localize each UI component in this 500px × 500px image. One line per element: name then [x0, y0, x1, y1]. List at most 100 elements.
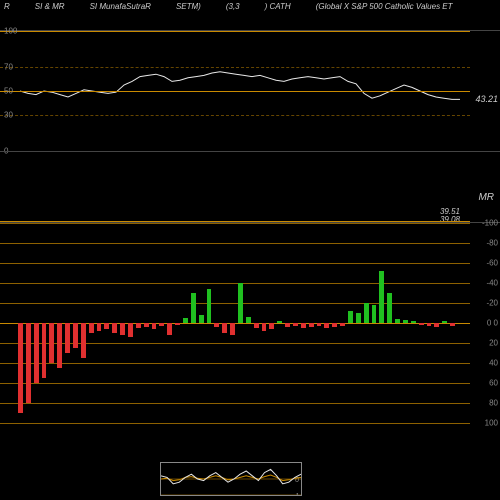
axis-label: 100 — [4, 27, 17, 36]
gridline — [0, 67, 470, 68]
gridline — [0, 323, 470, 324]
mr-label: MR — [478, 192, 494, 203]
momentum-bar — [167, 323, 172, 335]
momentum-bar — [442, 321, 447, 323]
momentum-bar — [34, 323, 39, 383]
gridline — [0, 363, 470, 364]
axis-label: -20 — [486, 299, 498, 308]
momentum-bar — [450, 323, 455, 326]
momentum-bar — [419, 323, 424, 325]
gridline — [0, 383, 470, 384]
momentum-bar — [372, 305, 377, 323]
momentum-bar — [254, 323, 259, 328]
gridline — [0, 91, 470, 92]
momentum-bar — [309, 323, 314, 327]
axis-label: 30 — [4, 111, 13, 120]
momentum-bar — [285, 323, 290, 327]
gridline — [0, 283, 470, 284]
hdr-4: (3,3 — [226, 2, 240, 18]
mini-series-1 — [161, 469, 301, 483]
momentum-bar — [144, 323, 149, 327]
hdr-3: SETM) — [176, 2, 201, 18]
gridline — [0, 423, 470, 424]
gridline — [0, 403, 470, 404]
momentum-bar — [356, 313, 361, 323]
axis-label: 40 — [489, 359, 498, 368]
axis-label: 80 — [489, 399, 498, 408]
gridline — [0, 263, 470, 264]
momentum-bar — [152, 323, 157, 329]
gridline — [0, 343, 470, 344]
axis-label: -60 — [486, 259, 498, 268]
momentum-bar — [301, 323, 306, 328]
momentum-bar — [434, 323, 439, 327]
momentum-bar — [238, 283, 243, 323]
momentum-bar — [222, 323, 227, 333]
momentum-bar — [364, 303, 369, 323]
axis-label: 20 — [489, 339, 498, 348]
momentum-bar — [42, 323, 47, 378]
momentum-bar — [175, 323, 180, 325]
momentum-bar — [65, 323, 70, 353]
hdr-2: SI MunafaSutraR — [90, 2, 151, 18]
momentum-bar — [379, 271, 384, 323]
momentum-bar — [73, 323, 78, 348]
momentum-bar — [57, 323, 62, 368]
hdr-5: ) CATH — [265, 2, 291, 18]
momentum-bar — [395, 319, 400, 323]
momentum-bar — [89, 323, 94, 333]
mini-line-chart: 0-1 — [161, 463, 301, 495]
chart-header: R SI & MR SI MunafaSutraR SETM) (3,3 ) C… — [0, 0, 500, 20]
momentum-bar — [277, 321, 282, 323]
momentum-bar — [332, 323, 337, 327]
gridline — [0, 31, 470, 32]
momentum-bar — [191, 293, 196, 323]
axis-label: 50 — [4, 87, 13, 96]
momentum-bar — [317, 323, 322, 326]
momentum-bar — [128, 323, 133, 337]
momentum-bar — [348, 311, 353, 323]
momentum-bar — [262, 323, 267, 331]
momentum-bar — [104, 323, 109, 329]
gridline — [0, 243, 470, 244]
axis-label: 100 — [485, 419, 498, 428]
momentum-bar — [183, 318, 188, 323]
momentum-bar — [199, 315, 204, 323]
mini-indicator-panel: 0-1 — [160, 462, 302, 496]
axis-label: -40 — [486, 279, 498, 288]
hdr-1: SI & MR — [35, 2, 65, 18]
gridline — [0, 115, 470, 116]
momentum-bar — [159, 323, 164, 326]
gridline — [0, 223, 470, 224]
hdr-6: (Global X S&P 500 Catholic Values ET — [316, 2, 453, 18]
momentum-bar — [246, 317, 251, 323]
momentum-bar — [230, 323, 235, 335]
momentum-bar — [120, 323, 125, 335]
momentum-bar — [18, 323, 23, 413]
momentum-bar — [207, 289, 212, 323]
momentum-bar — [403, 320, 408, 323]
momentum-bar — [214, 323, 219, 327]
axis-label: -80 — [486, 239, 498, 248]
axis-label: 0 0 — [487, 319, 498, 328]
mid-gap-panel: MR 39.51 39.08 — [0, 151, 500, 222]
momentum-bar — [269, 323, 274, 329]
momentum-bar — [97, 323, 102, 331]
momentum-bar — [293, 323, 298, 326]
momentum-bar — [49, 323, 54, 363]
momentum-bar — [411, 321, 416, 323]
momentum-bar — [26, 323, 31, 403]
momentum-bar — [324, 323, 329, 328]
momentum-bar — [427, 323, 432, 326]
momentum-bar-panel: 100806040200 0-20-40-60-80-100 — [0, 222, 500, 423]
gridline — [0, 303, 470, 304]
current-value: 43.21 — [475, 94, 498, 104]
momentum-bar — [387, 293, 392, 323]
momentum-bar — [136, 323, 141, 328]
axis-label: 60 — [489, 379, 498, 388]
momentum-bar — [81, 323, 86, 358]
mini-axis-label: -1 — [293, 493, 299, 495]
hdr-0: R — [4, 2, 10, 18]
momentum-bar — [340, 323, 345, 326]
rsi-series — [20, 72, 460, 100]
